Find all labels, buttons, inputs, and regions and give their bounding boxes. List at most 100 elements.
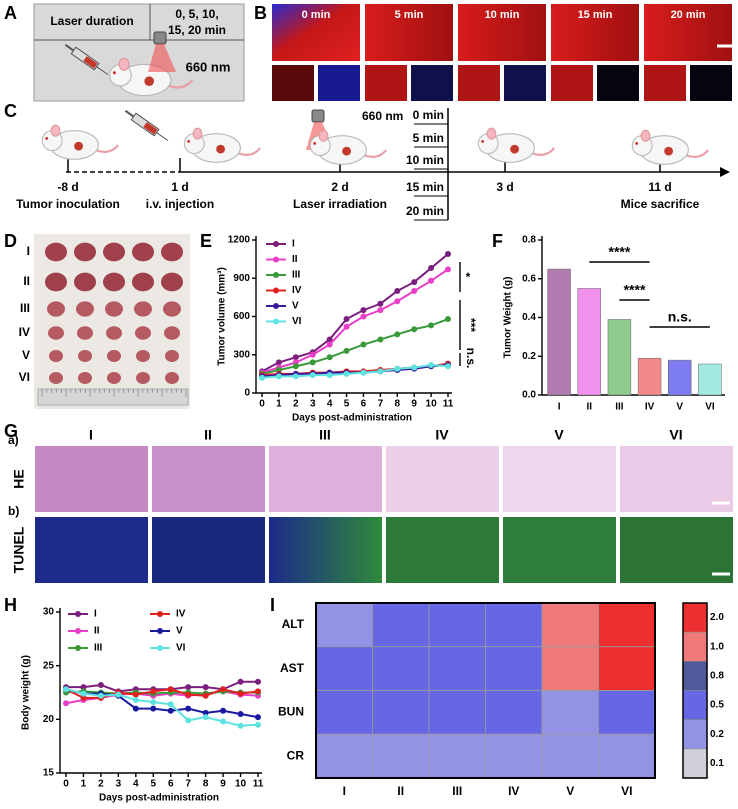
y-axis-label: Tumor volume (mm³)	[217, 267, 228, 366]
x-tick-label: III	[615, 402, 624, 413]
heatmap-cell	[541, 733, 599, 779]
tumor	[107, 372, 121, 384]
data-point	[343, 370, 350, 377]
mouse-tumor	[74, 141, 83, 151]
panel-letter: A	[4, 3, 17, 23]
data-point	[377, 336, 384, 343]
tumor	[163, 301, 181, 317]
heatmap-border	[315, 602, 656, 779]
column-label: III	[452, 784, 462, 798]
tumor	[47, 301, 65, 317]
data-point	[167, 701, 174, 708]
tumor	[136, 372, 150, 384]
x-tick-label: 9	[220, 779, 226, 790]
significance-label: n.s.	[464, 348, 478, 369]
x-tick-label: IV	[645, 402, 655, 413]
bar	[637, 357, 662, 396]
group-label: IV	[19, 325, 30, 339]
legend-label: IV	[292, 285, 302, 296]
tumor	[103, 242, 125, 262]
laser-icon	[148, 31, 176, 72]
data-point	[326, 341, 333, 348]
syringe-icon	[64, 43, 109, 76]
data-point	[360, 369, 367, 376]
data-point	[132, 691, 139, 698]
data-point	[185, 717, 192, 724]
heatmap-cell	[598, 690, 656, 735]
timepoint-label: 10 min	[485, 9, 520, 21]
tumor	[49, 350, 63, 362]
data-point	[259, 374, 265, 381]
x-tick-label: 0	[259, 399, 265, 410]
colorbar-border	[682, 602, 708, 779]
duration-label: 0 min	[413, 108, 444, 122]
column-label: I	[89, 427, 93, 443]
y-axis-label: Body weight (g)	[21, 655, 32, 730]
row-label: HE	[11, 469, 27, 488]
data-point	[97, 692, 104, 699]
x-tick-label: 6	[168, 779, 174, 790]
data-point	[394, 298, 401, 305]
mouse-eye	[481, 139, 485, 143]
row-label: CR	[287, 748, 305, 762]
tumor	[107, 350, 121, 362]
mouse-eye	[112, 71, 116, 75]
event-label: Mice sacrifice	[621, 197, 700, 211]
panel-letter: H	[4, 595, 17, 615]
row-label: AST	[280, 661, 305, 675]
y-tick-label: 1200	[228, 235, 251, 246]
y-tick-label: 0.6	[522, 273, 536, 284]
he-image	[152, 446, 265, 512]
legend-label: V	[292, 301, 299, 312]
x-tick-label: II	[586, 402, 592, 413]
syringe-needle	[96, 66, 109, 76]
laser-head	[153, 31, 167, 45]
significance-label: ****	[624, 282, 646, 298]
data-point	[255, 688, 261, 695]
tumor	[78, 350, 92, 362]
data-point	[220, 707, 227, 714]
y-tick-label: 15	[43, 768, 55, 779]
data-point	[428, 322, 435, 329]
data-point	[167, 707, 174, 714]
mouse-tumor	[342, 146, 351, 156]
mouse-eye	[187, 139, 191, 143]
timepoint-label: 5 min	[395, 9, 424, 21]
x-tick-label: 7	[185, 779, 191, 790]
data-point	[132, 705, 139, 712]
laser-head	[311, 109, 325, 123]
x-tick-label: 0	[63, 779, 69, 790]
panel-letter: E	[200, 231, 212, 251]
legend-label: III	[94, 643, 103, 654]
heatmap-cell	[598, 733, 656, 779]
legend-label: VI	[292, 316, 302, 327]
x-tick-label: 4	[133, 779, 139, 790]
legend-label: V	[176, 626, 183, 637]
heatmap-cell	[485, 690, 543, 735]
event-day: 1 d	[171, 180, 188, 194]
legend-label: II	[94, 626, 100, 637]
data-point	[394, 331, 401, 338]
duration-label: 10 min	[406, 153, 444, 167]
bar	[607, 319, 632, 396]
column-label: II	[397, 784, 404, 798]
table-value: 15, 20 min	[168, 23, 226, 37]
data-point	[343, 316, 350, 323]
tunel-image	[503, 517, 616, 583]
heatmap-cell	[598, 602, 656, 648]
data-point	[292, 373, 299, 380]
tumor	[78, 372, 92, 384]
tumor	[45, 272, 67, 292]
data-point	[185, 705, 192, 712]
y-tick-label: 0.8	[522, 235, 536, 246]
row-tag: b)	[8, 504, 19, 518]
data-point	[428, 361, 435, 368]
bar	[577, 288, 601, 396]
red-channel-image	[458, 65, 500, 101]
mouse-tumor	[664, 146, 673, 156]
tumor	[103, 272, 125, 292]
red-channel-image	[272, 65, 314, 101]
x-tick-label: 6	[361, 399, 367, 410]
data-point	[326, 354, 333, 361]
colorbar-bin	[682, 602, 708, 633]
